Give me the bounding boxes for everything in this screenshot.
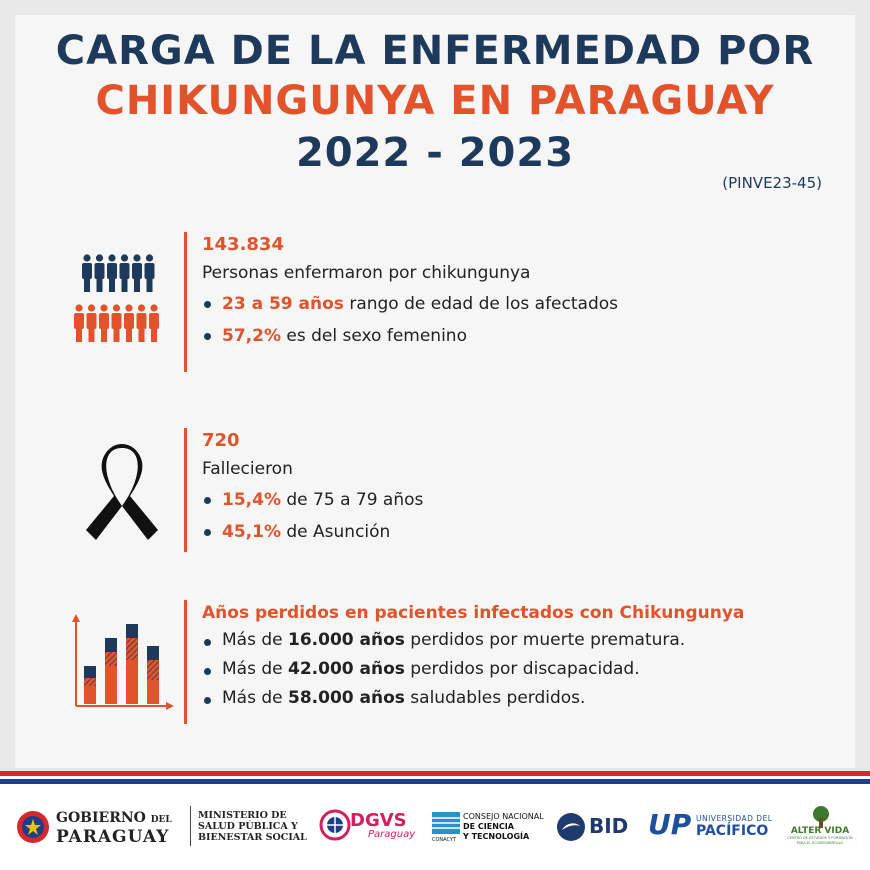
people-group-icon: [74, 254, 159, 342]
person-figure: [124, 313, 134, 329]
dgvs-globe-icon: [319, 809, 351, 841]
person-figure: [111, 313, 122, 329]
person-figure: [126, 328, 132, 342]
title-line-1: CARGA DE LA ENFERMEDAD POR: [55, 28, 815, 74]
list-item: Más de 58.000 años saludables perdidos.: [202, 684, 744, 713]
person-figure: [121, 278, 128, 292]
person-figure: [134, 278, 140, 292]
section-deaths: 720 Fallecieron 15,4% de 75 a 79 años 45…: [184, 428, 423, 552]
person-figure: [82, 263, 92, 279]
person-figure: [125, 304, 133, 312]
bid-logo: BID: [589, 814, 629, 838]
list-item: 57,2% es del sexo femenino: [202, 320, 618, 352]
person-figure: [76, 328, 82, 342]
title-line-2: CHIKUNGUNYA EN PARAGUAY: [95, 78, 775, 124]
person-figure: [120, 254, 129, 262]
divider: [190, 806, 191, 846]
list-item: Más de 42.000 años perdidos por discapac…: [202, 655, 744, 684]
person-figure: [137, 304, 146, 312]
person-figure: [149, 313, 159, 329]
conacyt-icon: [432, 812, 460, 834]
list-item: 23 a 59 años rango de edad de los afecta…: [202, 288, 618, 320]
footer-logos: GOBIERNO DEL PARAGUAY MINISTERIO DE SALU…: [0, 784, 870, 870]
bar-chart-icon: [72, 614, 174, 710]
person-figure: [112, 304, 121, 312]
conacyt-logo: CONSEJO NACIONAL DE CIENCIA Y TECNOLOGÍA: [463, 812, 544, 841]
person-figure: [133, 254, 141, 262]
list-item: 15,4% de 75 a 79 años: [202, 484, 423, 516]
person-figure: [75, 304, 83, 312]
person-figure: [108, 254, 116, 262]
ministerio-logo: MINISTERIO DE SALUD PÚBLICA Y BIENESTAR …: [198, 810, 307, 843]
person-figure: [84, 278, 90, 292]
person-figure: [107, 263, 117, 279]
project-code: (PINVE23-45): [722, 174, 822, 192]
sick-description: Personas enfermaron por chikungunya: [202, 263, 531, 283]
person-figure: [83, 254, 91, 262]
alter-vida-logo: ALTER VIDA CENTRO DE ESTUDIOS Y FORMACIÓ…: [787, 826, 853, 845]
person-figure: [132, 263, 142, 279]
section-years-lost: Años perdidos en pacientes infectados co…: [184, 600, 744, 724]
person-figure: [86, 313, 97, 329]
person-figure: [144, 263, 155, 279]
person-figure: [74, 313, 84, 329]
person-figure: [146, 278, 153, 292]
flag-stripe-white: [0, 776, 870, 779]
bid-icon: [557, 813, 585, 841]
dgvs-logo: DGVS Paraguay: [350, 810, 416, 840]
person-figure: [88, 328, 95, 342]
person-figure: [150, 304, 158, 312]
mourning-ribbon-icon: [86, 444, 158, 540]
tree-icon: [813, 806, 829, 828]
person-figure: [151, 328, 157, 342]
flag-stripe-blue: [0, 779, 870, 784]
deaths-count: 720: [202, 430, 240, 451]
list-item: 45,1% de Asunción: [202, 516, 423, 548]
person-figure: [101, 328, 107, 342]
gobierno-paraguay-logo: GOBIERNO DEL PARAGUAY: [56, 810, 172, 847]
person-figure: [119, 263, 130, 279]
years-lost-title: Años perdidos en pacientes infectados co…: [202, 603, 745, 623]
person-figure: [109, 278, 115, 292]
person-figure: [87, 304, 96, 312]
infographic-card: [15, 15, 855, 768]
person-figure: [100, 304, 108, 312]
up-mark: UP: [648, 808, 692, 841]
person-figure: [95, 254, 104, 262]
section-sick: 143.834 Personas enfermaron por chikungu…: [184, 232, 618, 372]
person-figure: [96, 278, 103, 292]
person-figure: [113, 328, 120, 342]
person-figure: [94, 263, 105, 279]
conacyt-tag: CONACYT: [432, 837, 457, 843]
list-item: Más de 16.000 años perdidos por muerte p…: [202, 626, 744, 655]
person-figure: [99, 313, 109, 329]
deaths-description: Fallecieron: [202, 459, 293, 479]
flag-stripe-red: [0, 771, 870, 776]
sick-count: 143.834: [202, 234, 284, 255]
universidad-pacifico-logo: UNIVERSIDAD DEL PACÍFICO: [696, 814, 773, 839]
title-line-3: 2022 - 2023: [295, 130, 575, 176]
person-figure: [138, 328, 145, 342]
paraguay-seal-icon: [17, 811, 49, 843]
person-figure: [145, 254, 154, 262]
person-figure: [136, 313, 147, 329]
